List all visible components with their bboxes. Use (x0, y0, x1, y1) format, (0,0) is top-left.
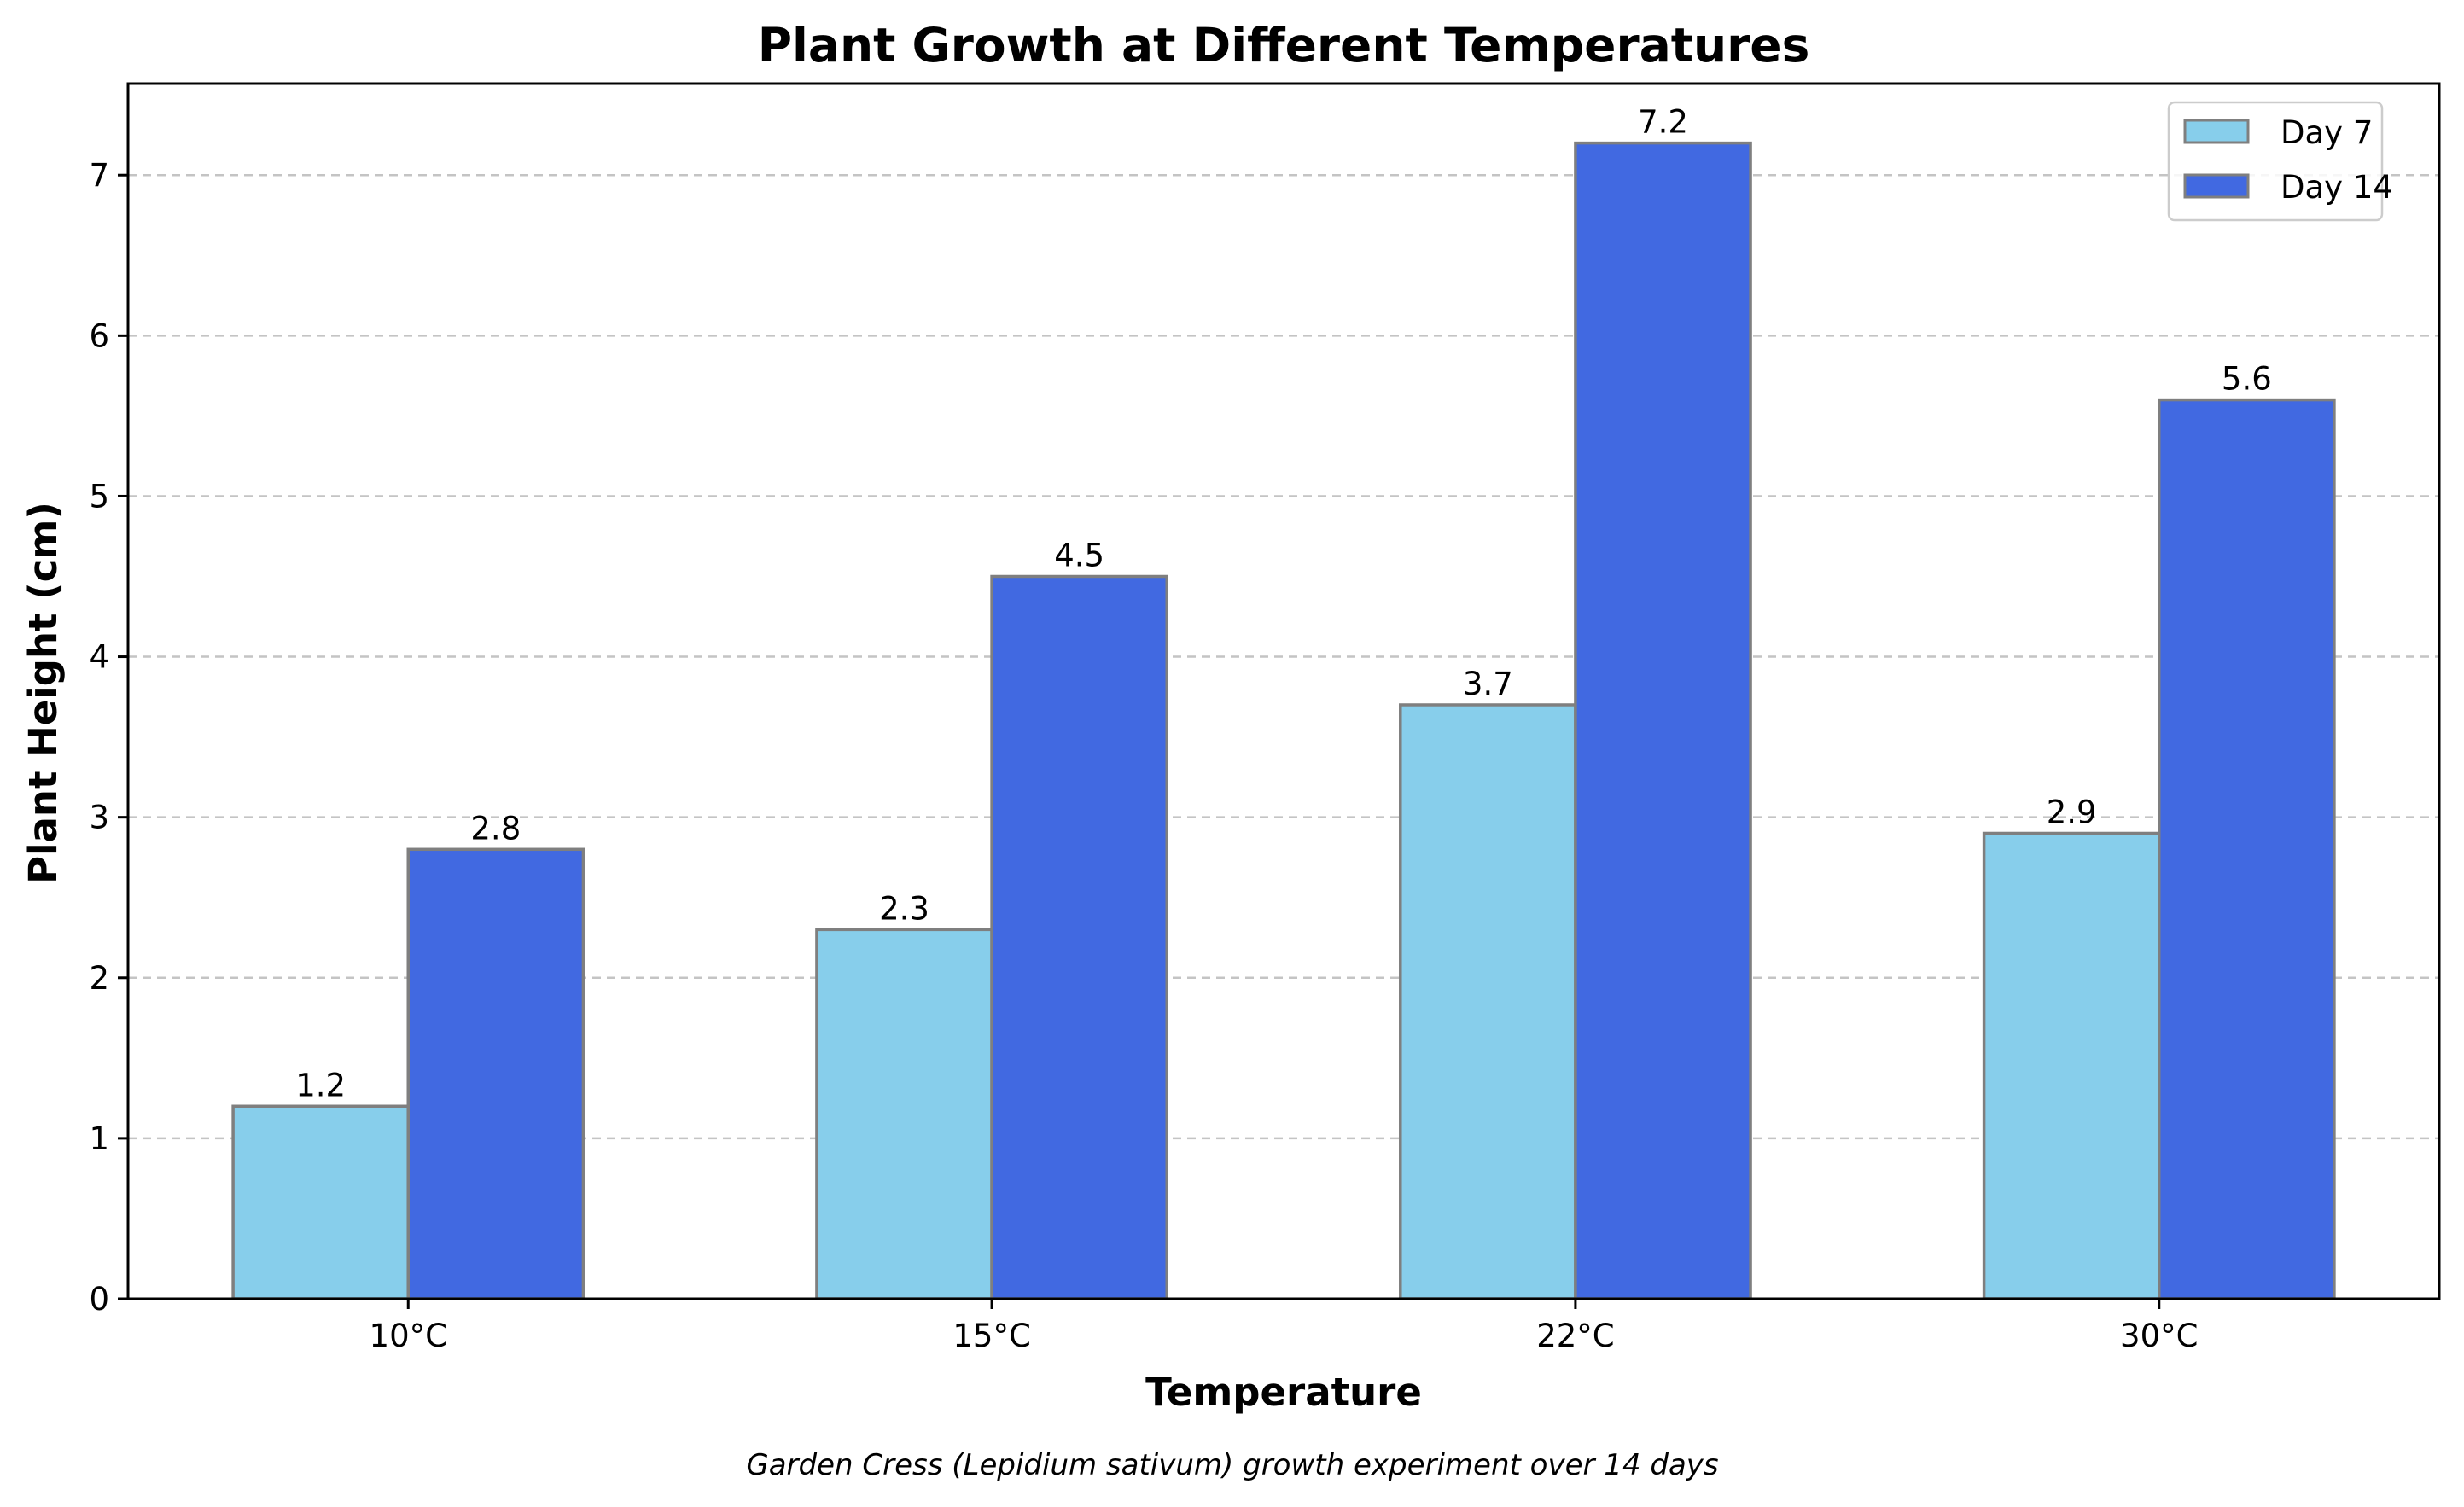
y-axis-label: Plant Height (cm) (20, 502, 66, 884)
x-tick-label-3: 30°C (2120, 1318, 2198, 1354)
chart-title: Plant Growth at Different Temperatures (758, 18, 1810, 73)
bar-day-14-1 (992, 577, 1167, 1299)
y-tick-label-4: 4 (89, 639, 109, 676)
bar-day-7-2 (1401, 705, 1576, 1299)
bar-label-day-7-0: 1.2 (295, 1067, 346, 1103)
chart-caption: Garden Cress (Lepidium sativum) growth e… (746, 1448, 1718, 1482)
y-tick-label-3: 3 (89, 800, 109, 836)
y-tick-label-5: 5 (89, 478, 109, 515)
legend-label-day-14: Day 14 (2281, 169, 2393, 206)
bar-label-day-14-1: 4.5 (1054, 538, 1104, 574)
y-axis-ticks: 0 1 2 3 4 5 6 7 (89, 157, 128, 1318)
y-tick-label-7: 7 (89, 157, 109, 194)
bar-day-7-0 (233, 1106, 408, 1299)
legend: Day 7 Day 14 (2169, 102, 2393, 220)
y-tick-label-6: 6 (89, 317, 109, 354)
legend-swatch-day-14 (2185, 175, 2248, 197)
y-tick-label-1: 1 (89, 1120, 109, 1157)
bar-label-day-14-3: 5.6 (2222, 361, 2272, 398)
x-axis-label: Temperature (1145, 1370, 1422, 1415)
x-axis-ticks: 10°C 15°C 22°C 30°C (370, 1299, 2199, 1354)
bar-day-7-1 (817, 929, 992, 1299)
legend-label-day-7: Day 7 (2281, 114, 2373, 151)
legend-swatch-day-7 (2185, 120, 2248, 143)
bar-label-day-7-1: 2.3 (879, 890, 929, 927)
y-tick-label-2: 2 (89, 960, 109, 997)
bar-value-labels: 1.2 2.3 3.7 2.9 2.8 4.5 7.2 5.6 (295, 104, 2272, 1104)
bar-day-14-0 (408, 849, 583, 1299)
bar-day-7-3 (1984, 833, 2159, 1299)
x-tick-label-2: 22°C (1536, 1318, 1614, 1354)
bar-label-day-14-2: 7.2 (1638, 104, 1688, 141)
y-tick-label-0: 0 (89, 1281, 109, 1318)
bar-day-14-2 (1576, 143, 1750, 1299)
bar-label-day-7-3: 2.9 (2047, 794, 2097, 830)
bar-label-day-14-0: 2.8 (470, 810, 521, 847)
bar-label-day-7-2: 3.7 (1463, 666, 1513, 702)
x-tick-label-0: 10°C (370, 1318, 447, 1354)
bars (233, 143, 2334, 1299)
x-tick-label-1: 15°C (952, 1318, 1030, 1354)
bar-day-14-3 (2159, 400, 2334, 1299)
